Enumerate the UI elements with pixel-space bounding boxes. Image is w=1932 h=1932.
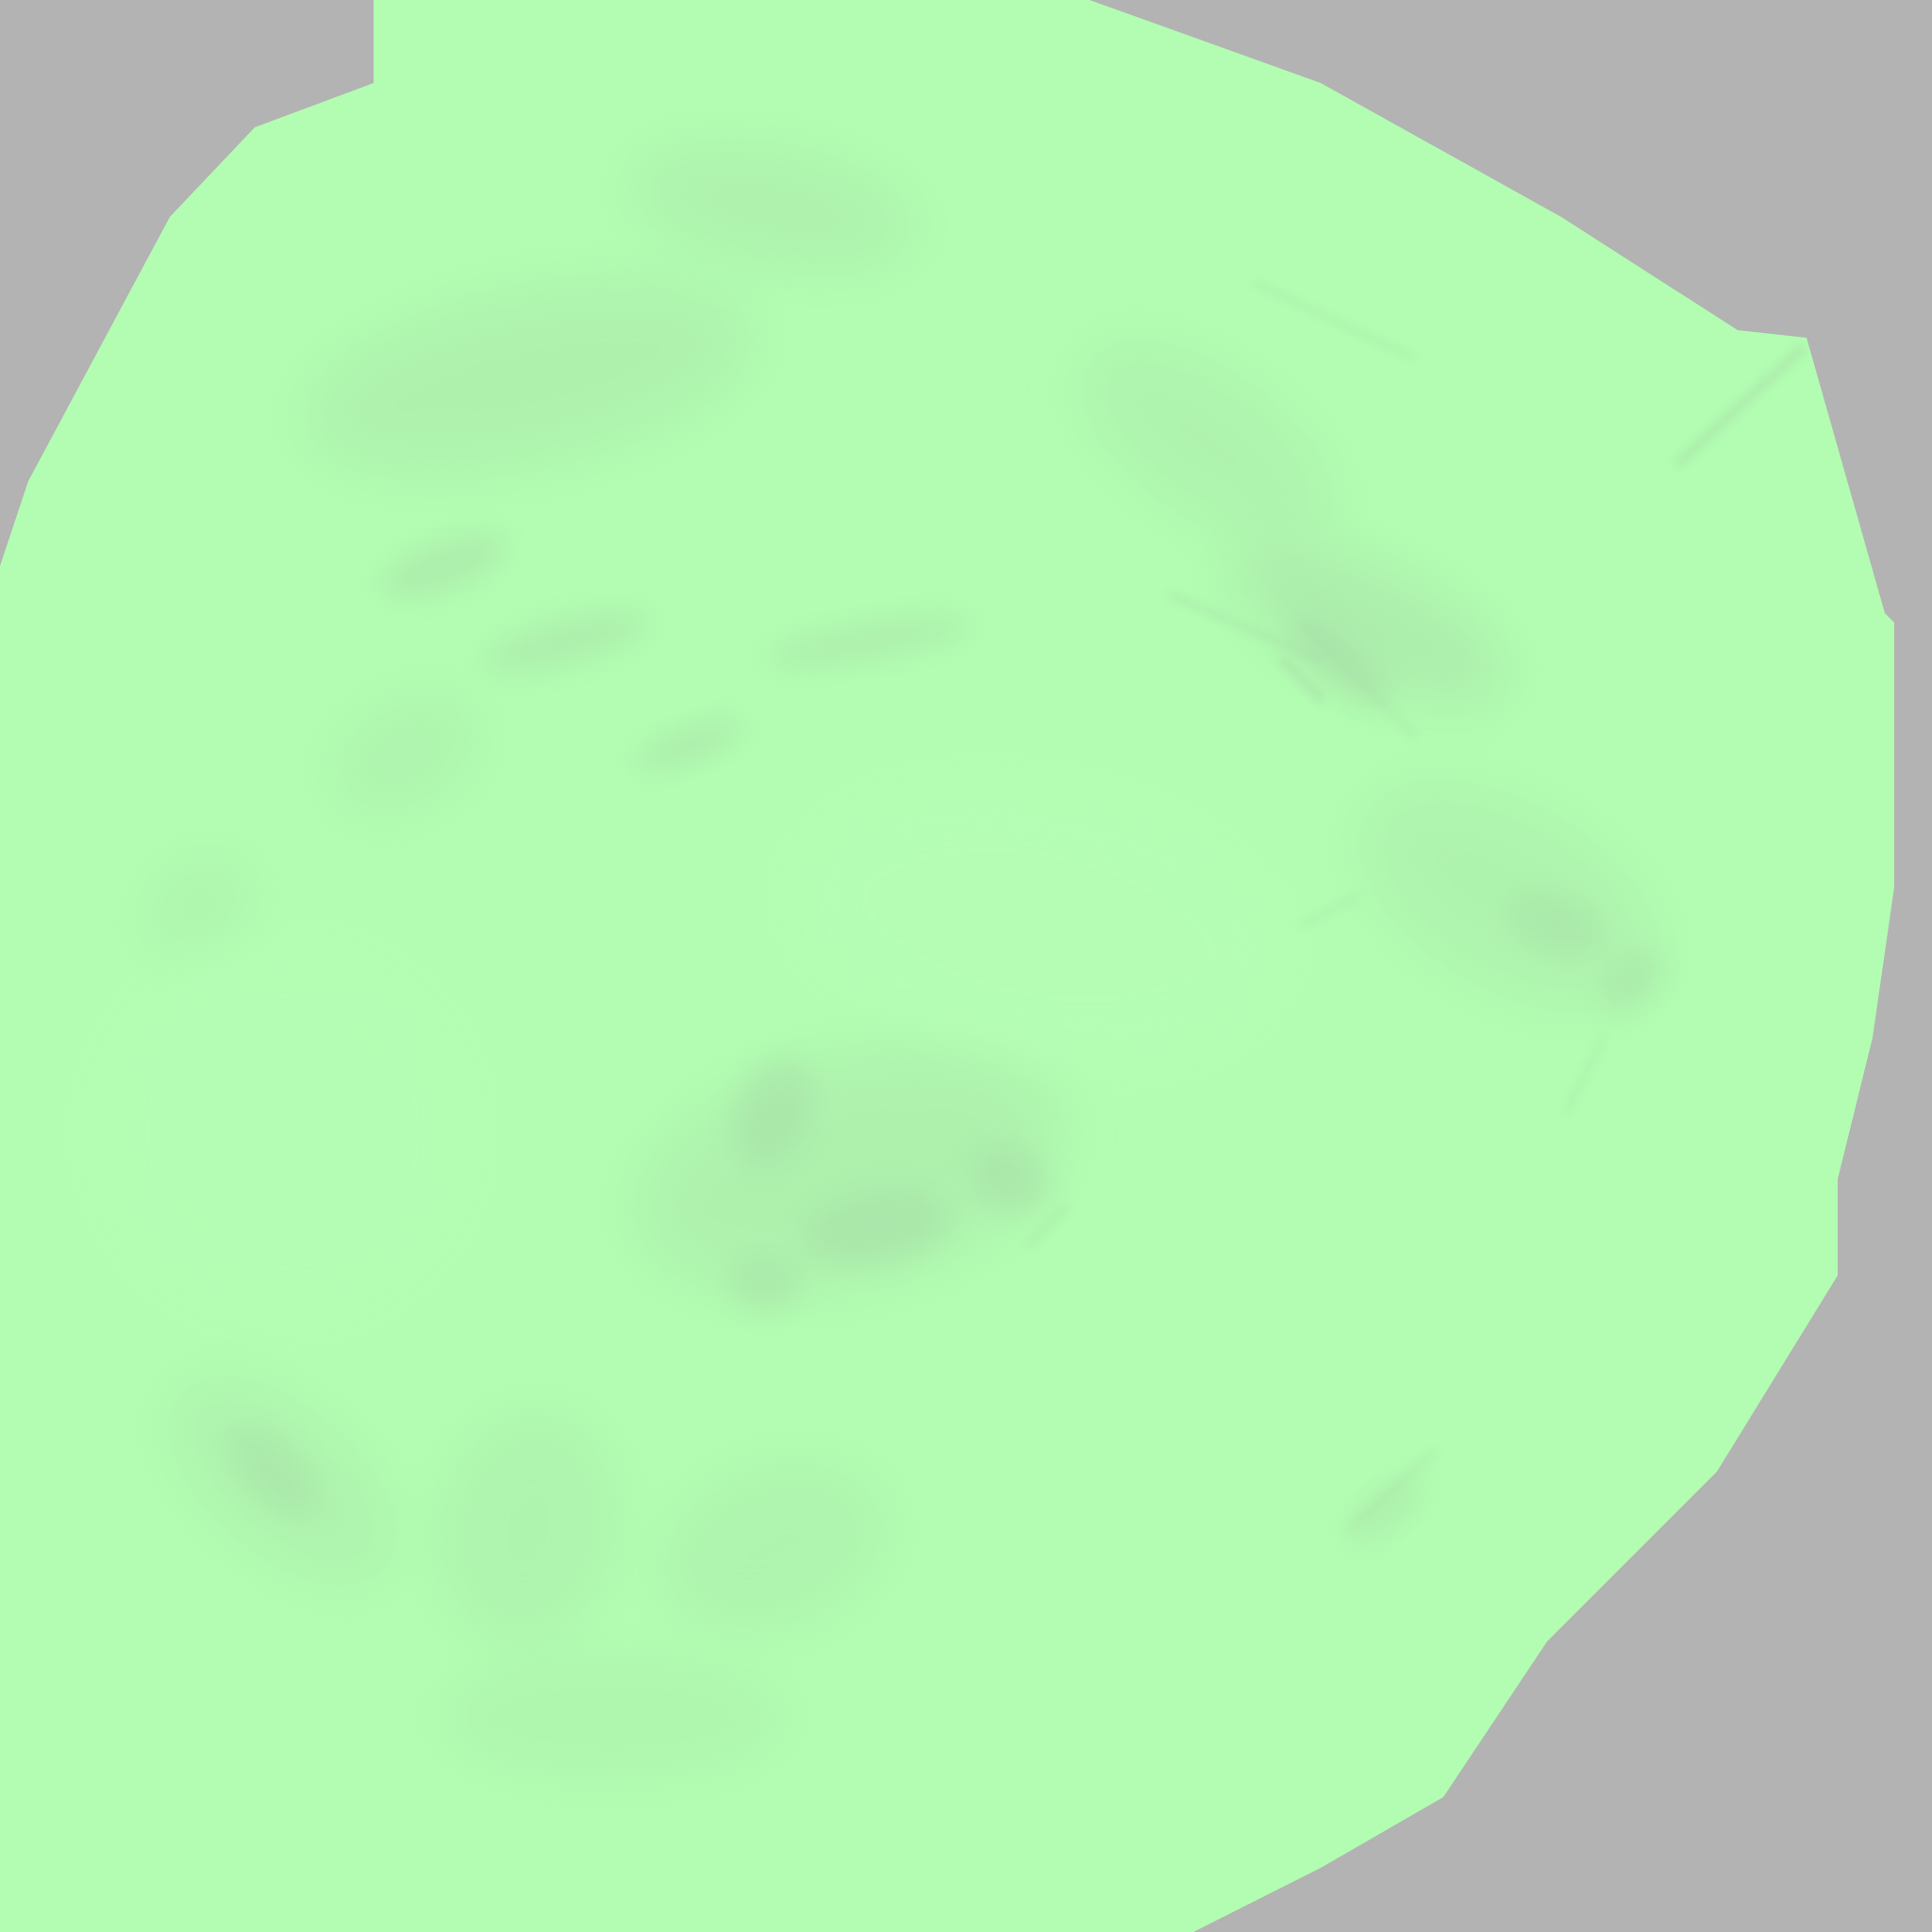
detail-patch	[1348, 1476, 1425, 1542]
detail-patch	[228, 1426, 319, 1517]
shade-blob	[148, 858, 248, 953]
fine-streak	[1278, 656, 1325, 703]
detail-patch	[726, 1255, 802, 1311]
fine-streak	[1564, 1036, 1606, 1115]
fine-streak	[1253, 281, 1417, 360]
shade-blob	[441, 1415, 615, 1641]
fine-streak	[1167, 591, 1324, 663]
detail-patch	[733, 1058, 814, 1169]
fine-streak	[1674, 344, 1807, 467]
fine-streak	[1346, 1450, 1437, 1531]
shade-blob	[306, 281, 751, 474]
detail-patch	[802, 1187, 953, 1266]
highlight-patch	[94, 943, 472, 1321]
fine-streak	[1025, 1205, 1069, 1248]
shade-blob	[1085, 345, 1330, 541]
detail-patch	[635, 720, 742, 771]
detail-patch	[1600, 949, 1664, 1013]
fine-streak	[1300, 621, 1417, 738]
shade-blob	[1228, 541, 1507, 705]
shade-blob	[336, 699, 475, 810]
detail-patch	[380, 534, 507, 598]
detail-patch	[1510, 893, 1603, 956]
shade-blob	[443, 1660, 783, 1774]
detail-patch	[969, 1143, 1050, 1215]
shade-blob	[663, 1466, 884, 1628]
detail-patch	[483, 609, 649, 674]
fine-streak	[1300, 894, 1360, 926]
highlight-patch	[794, 787, 1281, 1062]
shade-blob	[633, 146, 914, 269]
surface-shading	[94, 146, 1807, 1774]
detail-patch	[765, 615, 971, 668]
